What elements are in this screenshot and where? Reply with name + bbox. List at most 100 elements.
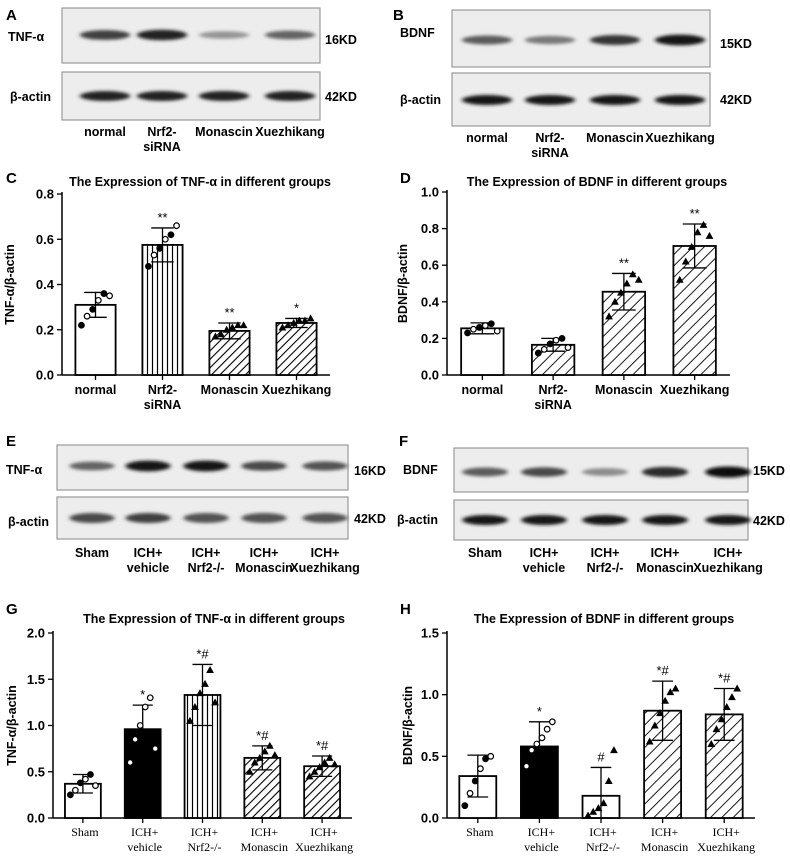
panel-c-data-point — [161, 235, 169, 243]
panel-c-data-point — [167, 231, 175, 239]
panel-d-letter: D — [400, 170, 411, 187]
panel-h-data-point — [487, 752, 495, 760]
panel-g-significance-label: *# — [196, 646, 209, 661]
panel-e-protein-band — [69, 461, 115, 471]
panel-d-data-point — [705, 231, 714, 239]
panel-c-letter: C — [6, 170, 17, 187]
panel-h-category-label: ICH+ — [712, 825, 740, 839]
panel-c-data-point — [234, 321, 242, 329]
panel-h-data-point — [610, 746, 618, 754]
panel-e-letter: E — [6, 433, 16, 450]
panel-e-protein-label: TNF-α — [6, 463, 42, 477]
panel-f-lane-labels: Sham ICH+vehicleICH+Nrf2-/-ICH+MonascinIC… — [468, 546, 763, 575]
panel-c-category-label: siRNA — [144, 398, 182, 412]
panel-f-actin-band — [642, 515, 688, 525]
panel-f-protein-band — [521, 467, 567, 477]
panel-g-data-point — [141, 703, 149, 711]
panel-d-data-point — [693, 228, 702, 236]
panel-c-data-point — [284, 321, 292, 329]
panel-f-control-kd: 42KD — [753, 514, 785, 528]
panel-d-data-point — [622, 279, 631, 287]
panel-e-lane-label: Xuezhikang — [290, 561, 359, 575]
panel-d-data-point — [699, 220, 708, 228]
panel-d-category-label: siRNA — [534, 398, 572, 412]
panel-g-significance-label: *# — [256, 728, 269, 743]
panel-c-data-point — [156, 244, 164, 252]
panel-a-actin-band — [79, 91, 131, 101]
panel-c-data-point — [145, 263, 152, 270]
panel-c-data-point — [100, 290, 108, 297]
panel-g-plot: The Expression of TNF-α in different gro… — [5, 612, 353, 854]
panel-d-y-tick-label: 0.4 — [421, 294, 440, 309]
panel-e-lane-label: Nrf2-/- — [188, 561, 225, 575]
panel-a-actin-band — [264, 91, 316, 101]
panel-b-protein-band — [589, 35, 641, 45]
panel-h-data-point — [594, 804, 603, 812]
panel-d-category-label: Monascin — [595, 383, 653, 397]
panel-f-protein-band — [642, 466, 688, 478]
panel-f-actin-band — [521, 515, 567, 525]
panel-h-data-point — [707, 739, 716, 747]
panel-c-chart: C The Expression of TNF-α in different g… — [3, 170, 331, 412]
panel-f-protein-band — [462, 467, 508, 477]
panel-c-data-point — [78, 321, 85, 329]
panel-a-actin-band — [136, 91, 188, 101]
panel-g-category-label: Xuezhikang — [295, 840, 353, 854]
panel-f-lane-label: Monascin — [636, 561, 694, 575]
panel-b-lane-label: normal — [466, 131, 508, 145]
panel-d-data-point — [675, 275, 684, 283]
panel-g-data-point — [151, 745, 159, 753]
panel-h-significance-label: * — [537, 704, 542, 719]
panel-e-protein-band — [125, 460, 171, 472]
panel-d-data-point — [493, 327, 501, 335]
panel-d-data-point — [464, 329, 471, 337]
panel-g-y-tick-label: 1.0 — [27, 718, 45, 733]
panel-h-data-point — [666, 688, 675, 696]
panel-c-y-tick-label: 0.2 — [36, 322, 54, 337]
panel-d-y-tick-label: 1.0 — [421, 185, 439, 200]
panel-c-y-tick-label: 0.4 — [36, 277, 55, 292]
panel-a-lane-label: siRNA — [143, 140, 181, 154]
panel-h-data-point — [528, 746, 536, 754]
panel-c-category-label: Monascin — [201, 383, 259, 397]
panel-g-data-point — [255, 753, 264, 761]
panel-c-y-axis-label: TNF-α/β-actin — [3, 244, 17, 325]
panel-f-letter: F — [399, 433, 408, 450]
panel-e-lane-label: ICH+ — [192, 546, 221, 560]
panel-h-category-label: Xuezhikang — [697, 840, 755, 854]
panel-a-letter: A — [6, 7, 17, 24]
panel-d-data-point — [481, 322, 489, 329]
panel-d-significance-label: ** — [690, 206, 700, 221]
panel-d-data-point — [681, 257, 690, 265]
panel-a-actin-band — [198, 91, 250, 101]
panel-h-y-axis-label: BDNF/β-actin — [401, 686, 415, 765]
panel-a-protein-band — [264, 30, 316, 40]
panel-b-protein-band — [524, 35, 576, 45]
panel-d-data-point — [470, 325, 477, 333]
panel-a-lane-label: normal — [84, 125, 126, 139]
panel-g-y-tick-label: 0.0 — [27, 811, 45, 826]
panel-g-data-point — [310, 767, 319, 775]
panel-d-title: The Expression of BDNF in different grou… — [467, 175, 727, 189]
panel-c-data-point — [301, 316, 309, 324]
panel-b-bands — [461, 34, 706, 105]
panel-h-title: The Expression of BDNF in different grou… — [474, 612, 734, 626]
panel-f-lane-label: ICH+ — [651, 546, 680, 560]
panel-b-protein-band — [461, 35, 513, 45]
panel-e-actin-band — [302, 513, 348, 523]
panel-d-data-point — [476, 324, 483, 331]
panel-c-data-point — [239, 321, 248, 329]
panel-g-bar — [64, 782, 102, 819]
panel-e-control-kd: 42KD — [354, 512, 386, 526]
panel-e-protein-band — [183, 460, 229, 472]
panel-a-bands — [79, 29, 316, 101]
panel-e-lane-label: ICH+ — [311, 546, 340, 560]
panel-d-data-point — [487, 320, 495, 328]
panel-g-y-axis-label: TNF-α/β-actin — [5, 685, 19, 766]
panel-h-data-point — [717, 715, 726, 723]
panel-b-actin-band — [524, 95, 576, 105]
panel-h-data-point — [533, 740, 541, 748]
panel-f-lane-label: ICH+ — [714, 546, 743, 560]
panel-g-y-tick-label: 0.5 — [27, 764, 45, 779]
panel-h-category-label: vehicle — [524, 840, 559, 854]
